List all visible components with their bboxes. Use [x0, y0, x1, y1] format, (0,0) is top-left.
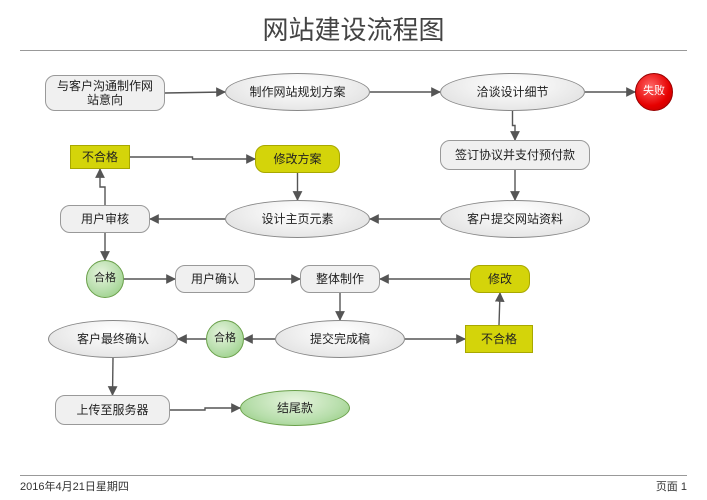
edge-19: [113, 358, 114, 395]
slide-page: 网站建设流程图 与客户沟通制作网站意向制作网站规划方案洽谈设计细节失败签订协议并…: [0, 0, 707, 500]
node-n20: 结尾款: [240, 390, 350, 426]
footer-page: 页面 1: [656, 478, 687, 494]
node-n5: 签订协议并支付预付款: [440, 140, 590, 170]
node-n15: 提交完成稿: [275, 320, 405, 358]
footer-date: 2016年4月21日星期四: [20, 481, 129, 493]
node-n19: 上传至服务器: [55, 395, 170, 425]
edge-16: [499, 293, 500, 325]
node-n14: 修改: [470, 265, 530, 293]
node-n12: 用户确认: [175, 265, 255, 293]
node-n17: 合格: [206, 320, 244, 358]
footer: 2016年4月21日星期四 页面 1: [20, 475, 687, 494]
node-n1: 与客户沟通制作网站意向: [45, 75, 165, 111]
node-n6: 客户提交网站资料: [440, 200, 590, 238]
node-n8: 修改方案: [255, 145, 340, 173]
node-n13: 整体制作: [300, 265, 380, 293]
edge-0: [165, 92, 225, 93]
node-n7: 设计主页元素: [225, 200, 370, 238]
edge-8: [100, 169, 105, 205]
node-n3: 洽谈设计细节: [440, 73, 585, 111]
node-n16: 不合格: [465, 325, 533, 353]
node-n18: 客户最终确认: [48, 320, 178, 358]
edge-3: [513, 111, 516, 140]
edge-9: [130, 157, 255, 159]
edge-20: [170, 408, 240, 410]
node-n11: 合格: [86, 260, 124, 298]
node-n9: 用户审核: [60, 205, 150, 233]
node-n10: 不合格: [70, 145, 130, 169]
node-n4: 失败: [635, 73, 673, 111]
node-n2: 制作网站规划方案: [225, 73, 370, 111]
